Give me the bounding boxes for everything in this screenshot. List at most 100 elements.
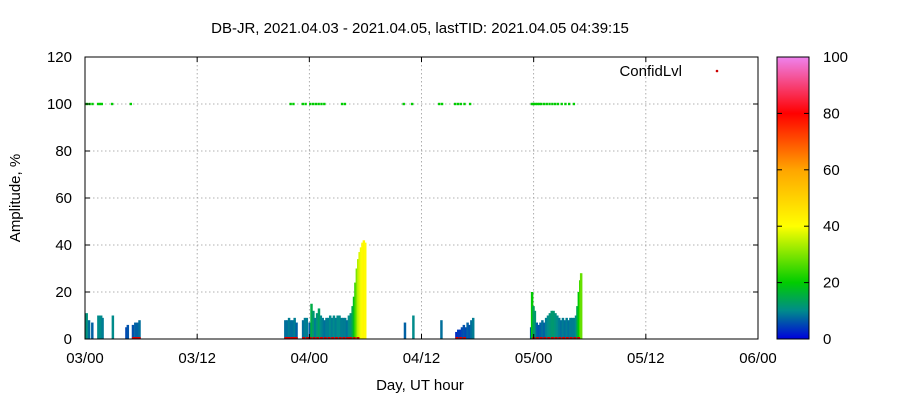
amplitude-bar <box>321 317 324 339</box>
low-marker <box>535 337 539 339</box>
amplitude-bar <box>332 315 336 339</box>
low-marker <box>462 337 466 339</box>
amplitude-bar <box>470 320 473 339</box>
amplitude-bar <box>362 240 366 339</box>
amplitude-bar <box>338 315 341 339</box>
low-marker <box>459 337 463 339</box>
amplitude-bar <box>97 315 100 339</box>
amplitude-bar <box>287 317 291 339</box>
amplitude-bar <box>468 324 471 339</box>
amplitude-bar <box>466 322 469 339</box>
amplitude-bar <box>574 315 578 339</box>
amplitude-bar <box>85 313 88 339</box>
low-marker <box>554 337 558 339</box>
amplitude-bar <box>460 327 464 339</box>
amplitude-bar <box>579 273 583 339</box>
amplitude-bar <box>543 322 546 339</box>
low-marker <box>292 337 296 339</box>
low-marker <box>290 337 294 339</box>
confidence-point <box>129 102 133 106</box>
amplitude-bar <box>336 315 339 339</box>
amplitude-bar <box>342 317 345 339</box>
low-marker <box>319 337 323 339</box>
amplitude-bar <box>457 329 460 339</box>
amplitude-bar <box>464 327 467 339</box>
amplitude-bar <box>334 317 338 339</box>
amplitude-bar <box>136 322 139 339</box>
low-marker <box>305 337 309 339</box>
amplitude-bar <box>546 315 550 339</box>
confidence-point <box>530 102 533 106</box>
confidence-point <box>323 102 326 106</box>
low-marker <box>342 337 346 339</box>
amplitude-bar <box>131 324 135 339</box>
amplitude-bar <box>565 317 568 339</box>
confidence-point <box>98 102 102 106</box>
amplitude-bar <box>330 317 334 339</box>
amplitude-bar <box>561 317 565 339</box>
amplitude-bar <box>359 247 363 339</box>
amplitude-bar <box>412 315 415 339</box>
low-marker <box>334 337 338 339</box>
confidence-point <box>314 102 318 106</box>
low-marker <box>569 337 573 339</box>
low-marker <box>302 337 306 339</box>
low-marker <box>558 337 562 339</box>
confidence-point <box>402 102 405 106</box>
amplitude-bar <box>544 317 548 339</box>
amplitude-series <box>85 240 583 339</box>
amplitude-bar <box>548 313 552 339</box>
x-axis-label: Day, UT hour <box>376 377 464 394</box>
confidence-point <box>532 102 535 106</box>
amplitude-bar <box>361 242 364 339</box>
legend: ConfidLvl <box>619 63 719 80</box>
amplitude-bar <box>98 315 102 339</box>
amplitude-bar <box>455 331 458 339</box>
amplitude-bar <box>569 317 572 339</box>
amplitude-bar <box>559 320 563 339</box>
amplitude-bar <box>327 317 330 339</box>
amplitude-bar <box>91 322 94 339</box>
amplitude-bar <box>533 310 537 339</box>
confidence-point <box>410 102 414 106</box>
confidence-point <box>456 102 460 106</box>
colorbar-tick-label: 20 <box>823 275 840 292</box>
y-tick-label: 40 <box>55 237 72 254</box>
confidence-point <box>289 102 292 106</box>
confidence-point <box>548 102 551 106</box>
x-tick-label: 03/00 <box>66 350 104 367</box>
amplitude-bar <box>99 315 103 339</box>
amplitude-bar <box>352 296 356 339</box>
amplitude-bar <box>328 315 332 339</box>
amplitude-bar <box>303 317 307 339</box>
confidence-point <box>545 102 548 106</box>
amplitude-bar <box>134 322 137 339</box>
amplitude-bar <box>577 292 581 339</box>
amplitude-bar <box>550 310 553 339</box>
confidence-point <box>453 102 457 106</box>
amplitude-bar <box>572 317 576 339</box>
low-marker <box>294 337 298 339</box>
confidence-point <box>463 102 466 106</box>
colorbar-ticks: 0 20 40 60 80 100 <box>777 49 848 348</box>
amplitude-bar <box>354 282 357 339</box>
confidence-point <box>320 102 323 106</box>
colorbar-tick-label: 100 <box>823 49 848 66</box>
legend-label: ConfidLvl <box>619 63 682 80</box>
low-marker <box>316 337 320 339</box>
confidence-point <box>343 102 347 106</box>
confidence-point <box>564 102 567 106</box>
confidence-point <box>292 102 295 106</box>
amplitude-bar <box>138 320 141 339</box>
low-markers <box>132 337 581 339</box>
confidence-point <box>309 102 312 106</box>
y-tick-label: 80 <box>55 143 72 160</box>
amplitude-bar <box>308 322 311 339</box>
amplitude-bar <box>101 317 104 339</box>
low-marker <box>134 337 138 339</box>
confidence-point <box>438 102 441 106</box>
confidence-point <box>556 102 560 106</box>
low-marker <box>323 337 327 339</box>
colorbar-tick-label: 40 <box>823 218 840 235</box>
